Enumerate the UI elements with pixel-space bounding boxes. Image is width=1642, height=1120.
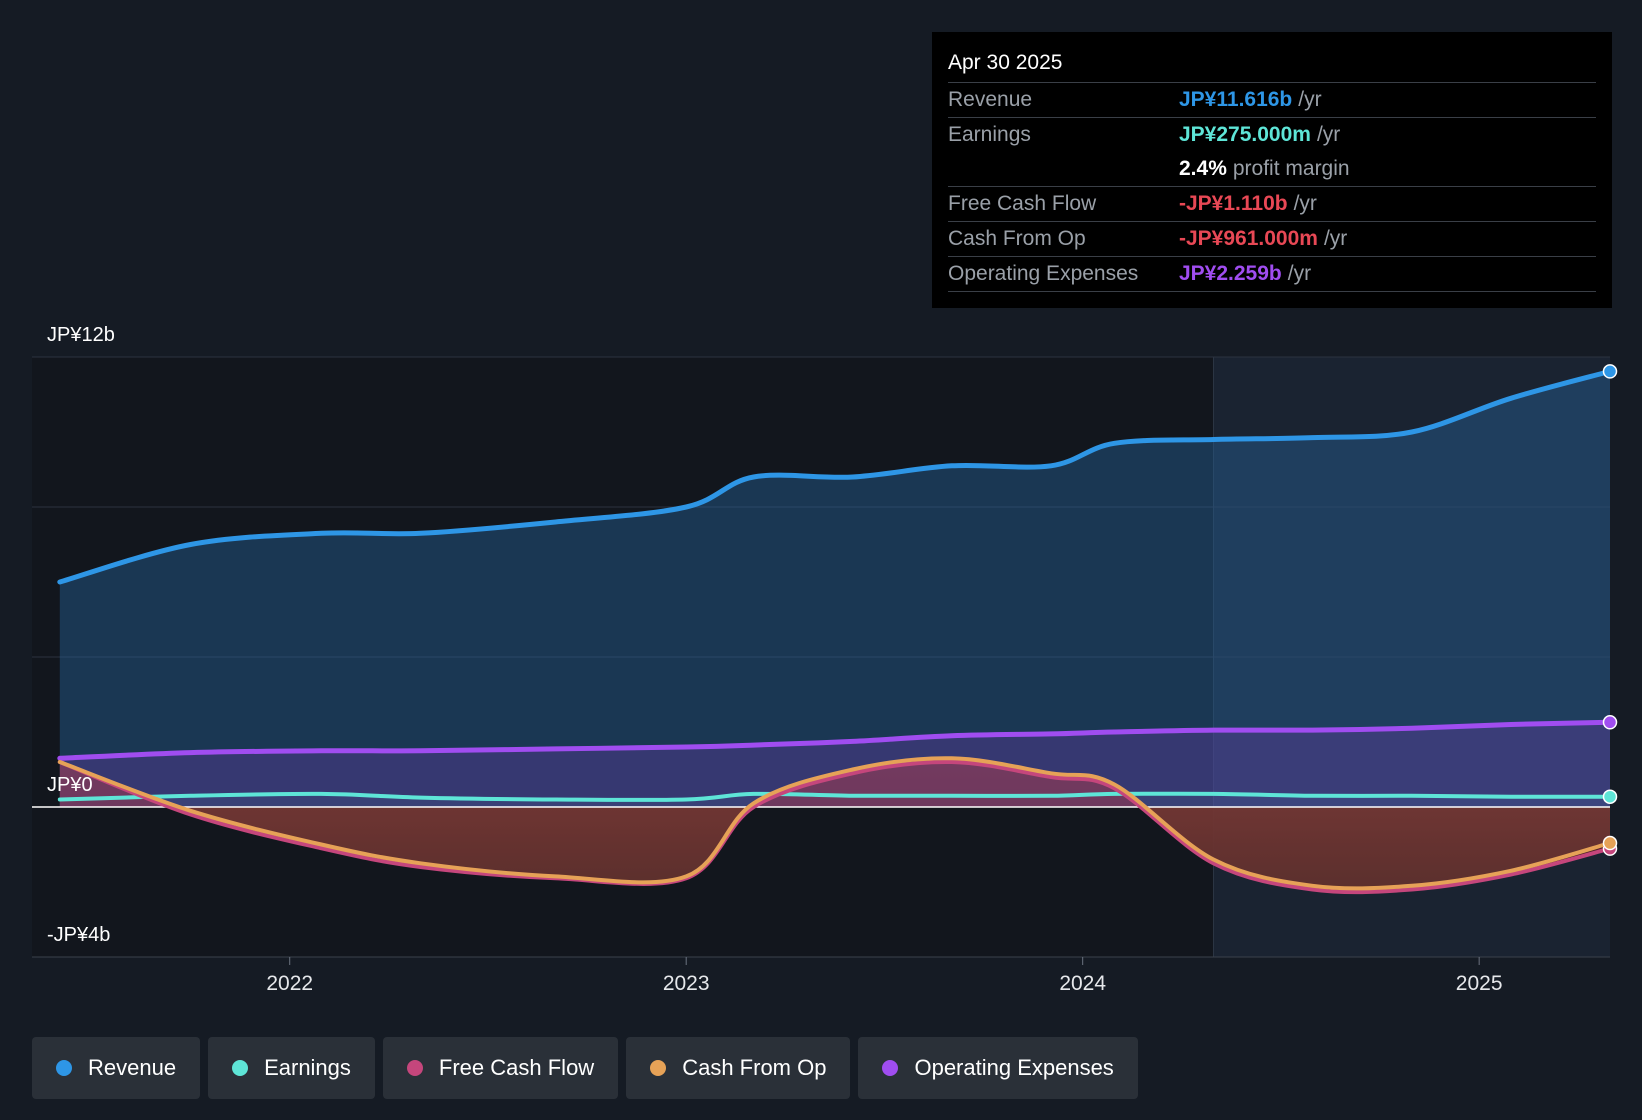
tooltip-row-cash-from-op: Cash From Op -JP¥961.000m /yr xyxy=(948,222,1596,257)
legend-label: Revenue xyxy=(88,1055,177,1080)
tooltip-unit: /yr xyxy=(1298,88,1322,111)
tooltip-value: -JP¥961.000m xyxy=(1179,227,1318,250)
cash-from-op-dot-icon xyxy=(650,1060,667,1076)
tooltip-unit: /yr xyxy=(1293,192,1317,215)
legend-label: Free Cash Flow xyxy=(438,1055,595,1080)
operating-expenses-dot-icon xyxy=(882,1060,899,1076)
tooltip-label: Operating Expenses xyxy=(948,262,1139,285)
free-cash-flow-area xyxy=(59,761,1610,893)
free-cash-flow-dot-icon xyxy=(406,1060,423,1076)
cash-from-op-end-point xyxy=(1602,835,1618,851)
tooltip-row-operating-expenses: Operating Expenses JP¥2.259b /yr xyxy=(948,257,1596,292)
x-tick-label: 2024 xyxy=(1059,972,1106,995)
revenue-end-point xyxy=(1602,364,1618,379)
legend-label: Cash From Op xyxy=(682,1055,827,1080)
tooltip-row-profit-margin: 2.4% profit margin xyxy=(948,152,1596,187)
legend-item-operating-expenses[interactable]: Operating Expenses xyxy=(858,1037,1138,1099)
tooltip-row-free-cash-flow: Free Cash Flow -JP¥1.110b /yr xyxy=(948,187,1596,222)
legend-item-earnings[interactable]: Earnings xyxy=(208,1037,375,1099)
y-tick-label: JP¥12b xyxy=(47,324,115,346)
tooltip-unit: profit margin xyxy=(1232,157,1350,180)
legend-label: Operating Expenses xyxy=(914,1055,1114,1080)
tooltip-value: JP¥11.616b xyxy=(1179,88,1293,111)
earnings-end-point xyxy=(1602,789,1618,804)
x-tick-label: 2022 xyxy=(266,972,313,995)
legend-label: Earnings xyxy=(264,1055,351,1080)
y-tick-label: -JP¥4b xyxy=(47,924,110,946)
tooltip-value: JP¥2.259b xyxy=(1179,262,1282,285)
cash-from-op-line xyxy=(57,756,1612,891)
tooltip-row-revenue: Revenue JP¥11.616b /yr xyxy=(948,83,1596,118)
operating-expenses-line xyxy=(57,719,1613,761)
tooltip-value: 2.4% xyxy=(1179,157,1227,180)
legend-item-free-cash-flow[interactable]: Free Cash Flow xyxy=(382,1037,619,1099)
tooltip-label: Free Cash Flow xyxy=(948,192,1097,215)
legend-item-revenue[interactable]: Revenue xyxy=(32,1037,201,1099)
tooltip-value: JP¥275.000m xyxy=(1179,123,1311,146)
operating-expenses-area xyxy=(59,722,1610,807)
legend-item-cash-from-op[interactable]: Cash From Op xyxy=(626,1037,851,1099)
tooltip-value: -JP¥1.110b xyxy=(1179,192,1288,215)
tooltip-unit: /yr xyxy=(1316,123,1341,146)
tooltip-date: Apr 30 2025 xyxy=(948,46,1596,83)
tooltip-label: Earnings xyxy=(948,123,1031,146)
tooltip-label: Revenue xyxy=(948,88,1033,111)
revenue-area xyxy=(59,371,1610,807)
earnings-line xyxy=(57,791,1612,802)
tooltip-label xyxy=(948,152,1179,186)
tooltip-label: Cash From Op xyxy=(948,227,1086,250)
revenue-dot-icon xyxy=(56,1060,72,1076)
free-cash-flow-line xyxy=(57,759,1612,895)
revenue-line xyxy=(57,368,1613,585)
x-tick-label: 2023 xyxy=(663,972,710,995)
y-tick-label: JP¥0 xyxy=(47,774,93,796)
tooltip-row-earnings: Earnings JP¥275.000m /yr xyxy=(948,118,1596,152)
legend: Revenue Earnings Free Cash Flow Cash Fro… xyxy=(32,1037,1138,1099)
tooltip-unit: /yr xyxy=(1323,227,1348,250)
operating-expenses-end-point xyxy=(1602,715,1618,730)
tooltip-unit: /yr xyxy=(1287,262,1312,285)
x-tick-label: 2025 xyxy=(1456,972,1503,995)
cash-from-op-area xyxy=(59,758,1610,889)
tooltip: Apr 30 2025 Revenue JP¥11.616b /yr Earni… xyxy=(932,32,1612,308)
earnings-dot-icon xyxy=(232,1060,249,1076)
